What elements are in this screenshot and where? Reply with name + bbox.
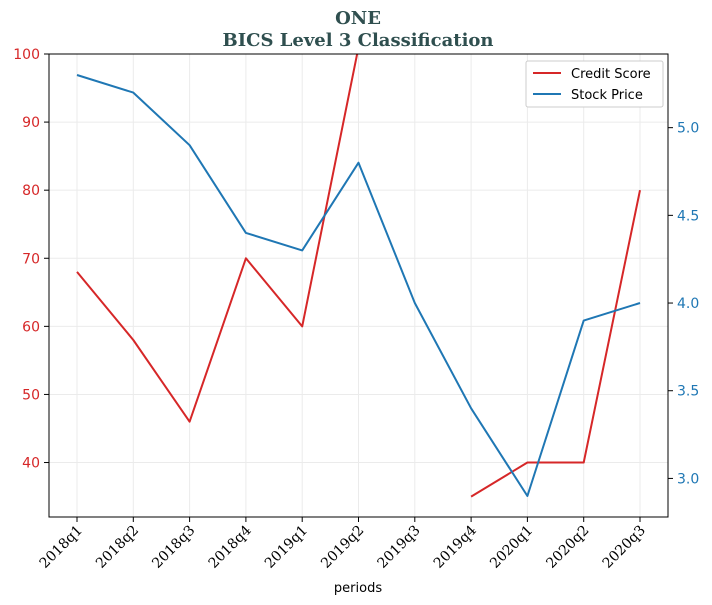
x-tick-label: 2018q1 bbox=[37, 523, 86, 572]
series-line-credit-score bbox=[470, 189, 641, 498]
x-tick-label: 2018q3 bbox=[149, 523, 198, 572]
right-axis: 3.0 3.5 4.0 4.5 5.0 bbox=[668, 121, 699, 487]
left-tick-label: 70 bbox=[22, 251, 40, 267]
x-axis: 2018q1 2018q2 2018q3 2018q4 2019q1 2019q2 2019… bbox=[37, 517, 649, 572]
legend-label-credit-score: Credit Score bbox=[571, 67, 651, 82]
left-tick-label: 60 bbox=[22, 319, 40, 335]
left-tick-label: 50 bbox=[22, 387, 40, 403]
series-line-stock-price bbox=[76, 74, 641, 497]
right-tick-label: 4.5 bbox=[677, 208, 699, 224]
grid bbox=[49, 53, 668, 517]
left-tick-label: 100 bbox=[13, 47, 40, 63]
left-tick-label: 80 bbox=[22, 183, 40, 199]
legend-label-stock-price: Stock Price bbox=[571, 88, 643, 103]
legend: Credit Score Stock Price bbox=[525, 60, 664, 108]
left-tick-label: 90 bbox=[22, 115, 40, 131]
chart-title: ONE bbox=[335, 8, 381, 29]
x-tick-label: 2020q1 bbox=[487, 523, 536, 572]
series-lines bbox=[76, 54, 641, 498]
right-tick-label: 4.0 bbox=[677, 296, 699, 312]
x-tick-label: 2020q2 bbox=[543, 523, 592, 572]
x-tick-label: 2020q3 bbox=[600, 523, 649, 572]
left-tick-label: 40 bbox=[22, 456, 40, 472]
x-tick-label: 2019q2 bbox=[318, 523, 367, 572]
x-tick-label: 2018q2 bbox=[93, 523, 142, 572]
x-tick-label: 2019q4 bbox=[431, 522, 480, 571]
x-tick-label: 2018q4 bbox=[206, 522, 255, 571]
x-tick-label: 2019q3 bbox=[374, 523, 423, 572]
x-axis-label: periods bbox=[334, 581, 382, 596]
chart-subtitle: BICS Level 3 Classification bbox=[222, 30, 493, 51]
left-axis: 40 50 60 70 80 90 100 bbox=[13, 47, 49, 472]
right-tick-label: 3.5 bbox=[677, 384, 699, 400]
right-tick-label: 3.0 bbox=[677, 471, 699, 487]
right-tick-label: 5.0 bbox=[677, 121, 699, 137]
series-line-credit-score bbox=[76, 54, 359, 423]
x-tick-label: 2019q1 bbox=[262, 523, 311, 572]
